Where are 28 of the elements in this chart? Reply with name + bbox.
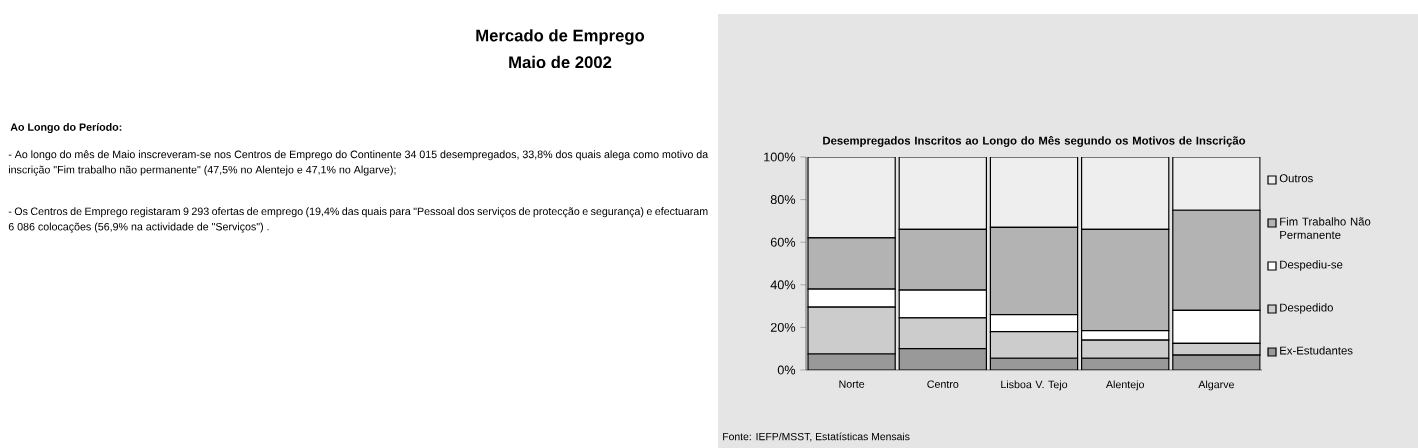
x-tick-label: Lisboa V. Tejo xyxy=(1001,380,1068,391)
y-tick-label: 20% xyxy=(770,322,796,332)
legend-label: Outros xyxy=(1279,174,1313,183)
x-tick-label: Alentejo xyxy=(1105,380,1145,391)
y-tick-label: 60% xyxy=(770,237,796,247)
text: - Ao longo do mês de Maio inscreveram-se nos Centros de Emprego do Continente 34 015 desempregados, 33,8% dos quais alega como motivo da inscrição "Fim trabalho não permanente" (47,5% no Alentejo e 47,1% no Algarve); xyxy=(8,150,709,176)
bar xyxy=(989,156,1079,228)
bar xyxy=(898,156,987,231)
x-tick-label: Centro xyxy=(927,380,959,388)
chart-title: Desempregados Inscritos ao Longo do Mês segundo os Motivos de Inscrição xyxy=(823,136,1246,147)
legend-label: Despedido xyxy=(1280,303,1333,314)
text: Maio de 2002 xyxy=(509,55,612,69)
text: Ao Longo do Período: xyxy=(10,122,122,134)
text: - Os Centros de Emprego registaram 9 293 ofertas de emprego (19,4% das quais para "Pessoal dos serviços de protecção e segurança) e efectuaram 6 086 colocações (56,9% na actividade de "Serviços") . xyxy=(8,207,708,233)
y-tick-label: 40% xyxy=(770,280,796,290)
x-tick-label: Algarve xyxy=(1198,380,1234,391)
y-tick-label: 80% xyxy=(770,195,796,205)
legend-label: Despediu-se xyxy=(1280,260,1343,271)
text: Mercado de Emprego xyxy=(476,29,645,45)
bar xyxy=(1081,156,1170,231)
legend-label: Fim Trabalho Não Permanente xyxy=(1280,217,1371,239)
y-tick-label: 100% xyxy=(764,152,796,162)
y-tick-label: 0% xyxy=(777,365,796,375)
legend-label: Ex-Estudantes xyxy=(1280,346,1353,355)
bar xyxy=(1172,156,1261,211)
source-note: Fonte: IEFP/MSST, Estatísticas Mensais xyxy=(723,432,910,442)
x-tick-label: Norte xyxy=(839,380,865,388)
bar xyxy=(807,156,896,239)
